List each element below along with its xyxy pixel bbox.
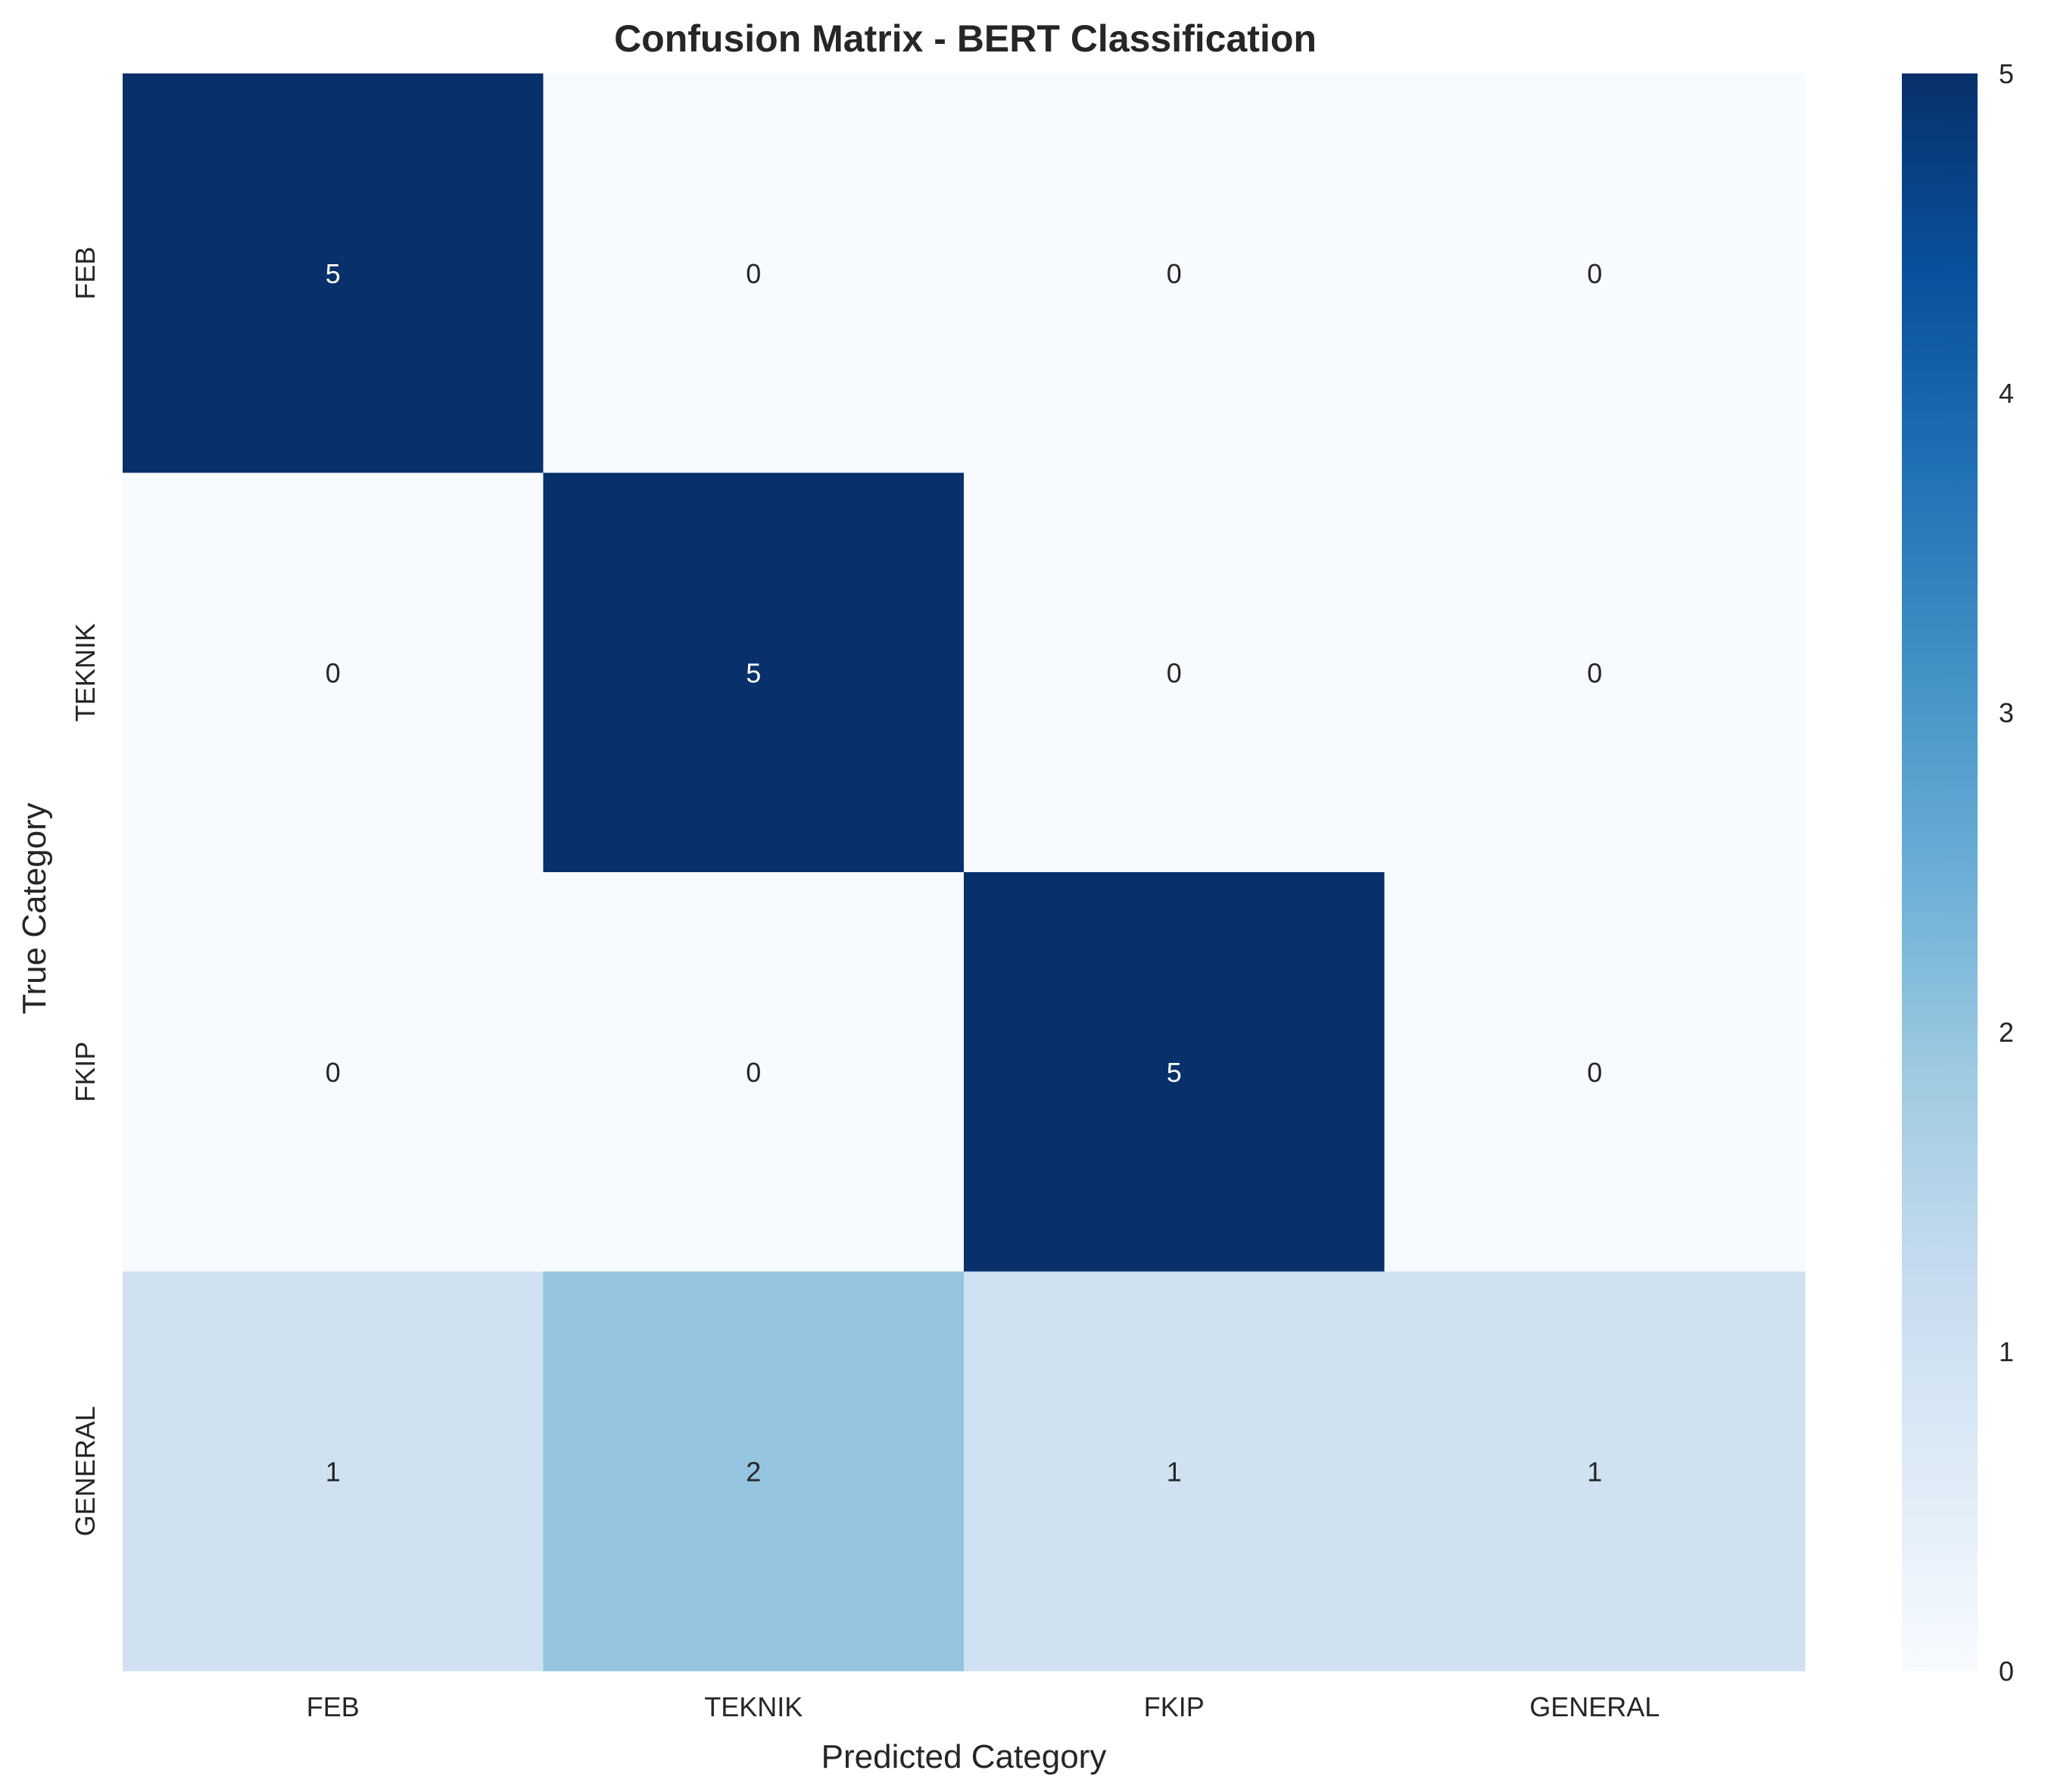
heatmap-cell <box>1384 872 1806 1272</box>
heatmap-cell <box>1384 73 1806 473</box>
y-tick-label: GENERAL <box>70 1406 101 1536</box>
colorbar-tick-label: 1 <box>1999 1336 2014 1367</box>
colorbar-tick-label: 2 <box>1999 1017 2014 1048</box>
heatmap-cell <box>543 73 965 473</box>
cell-value-label: 5 <box>1167 1057 1182 1088</box>
cell-value-label: 0 <box>326 657 341 688</box>
heatmap-cell <box>964 1271 1385 1672</box>
x-tick-label: FKIP <box>1144 1691 1205 1722</box>
colorbar-tick-label: 5 <box>1999 58 2014 89</box>
x-tick-label: GENERAL <box>1529 1691 1660 1722</box>
cell-value-label: 1 <box>1167 1456 1182 1487</box>
cell-value-label: 0 <box>1587 657 1602 688</box>
heatmap-cell <box>1384 472 1806 873</box>
colorbar-tick-label: 0 <box>1999 1656 2014 1687</box>
x-tick-label: TEKNIK <box>704 1691 803 1722</box>
colorbar-tick-labels: 0 1 2 3 4 5 <box>1999 58 2014 1687</box>
cell-value-label: 5 <box>326 258 341 289</box>
colorbar <box>1902 73 1978 1671</box>
heatmap-cell <box>1384 1271 1806 1672</box>
y-axis-label: True Category <box>16 803 53 1014</box>
cell-value-label: 1 <box>1587 1456 1602 1487</box>
heatmap-cell <box>964 73 1385 473</box>
x-axis-label: Predicted Category <box>821 1738 1107 1775</box>
heatmap-cell <box>123 872 544 1272</box>
cell-value-label: 0 <box>1167 258 1182 289</box>
cell-value-label: 5 <box>746 657 761 688</box>
y-tick-labels: FEB TEKNIK FKIP GENERAL <box>70 247 101 1537</box>
cell-value-label: 0 <box>1587 258 1602 289</box>
y-tick-label: FKIP <box>70 1042 101 1102</box>
cell-value-label: 0 <box>746 258 761 289</box>
heatmap-cell <box>123 1271 544 1672</box>
cell-value-label: 1 <box>326 1456 341 1487</box>
y-tick-label: FEB <box>70 247 101 300</box>
y-tick-label: TEKNIK <box>70 623 101 721</box>
cell-value-label: 0 <box>326 1057 341 1088</box>
cell-value-label: 0 <box>1587 1057 1602 1088</box>
heatmap-cell <box>543 472 965 873</box>
heatmap-cell <box>543 1271 965 1672</box>
heatmap-cells <box>123 73 1806 1672</box>
cell-value-labels: 5 0 0 0 0 5 0 0 0 0 5 0 1 2 1 1 <box>326 258 1603 1488</box>
heatmap-cell <box>964 872 1385 1272</box>
heatmap-cell <box>123 472 544 873</box>
colorbar-tick-label: 3 <box>1999 697 2014 728</box>
colorbar-tick-label: 4 <box>1999 378 2014 409</box>
cell-value-label: 2 <box>746 1456 761 1487</box>
heatmap-cell <box>964 472 1385 873</box>
cell-value-label: 0 <box>1167 657 1182 688</box>
x-tick-label: FEB <box>307 1691 360 1722</box>
cell-value-label: 0 <box>746 1057 761 1088</box>
heatmap-cell <box>543 872 965 1272</box>
heatmap-cell <box>123 73 544 473</box>
x-tick-labels: FEB TEKNIK FKIP GENERAL <box>307 1691 1660 1722</box>
chart-title: Confusion Matrix - BERT Classification <box>614 17 1317 60</box>
